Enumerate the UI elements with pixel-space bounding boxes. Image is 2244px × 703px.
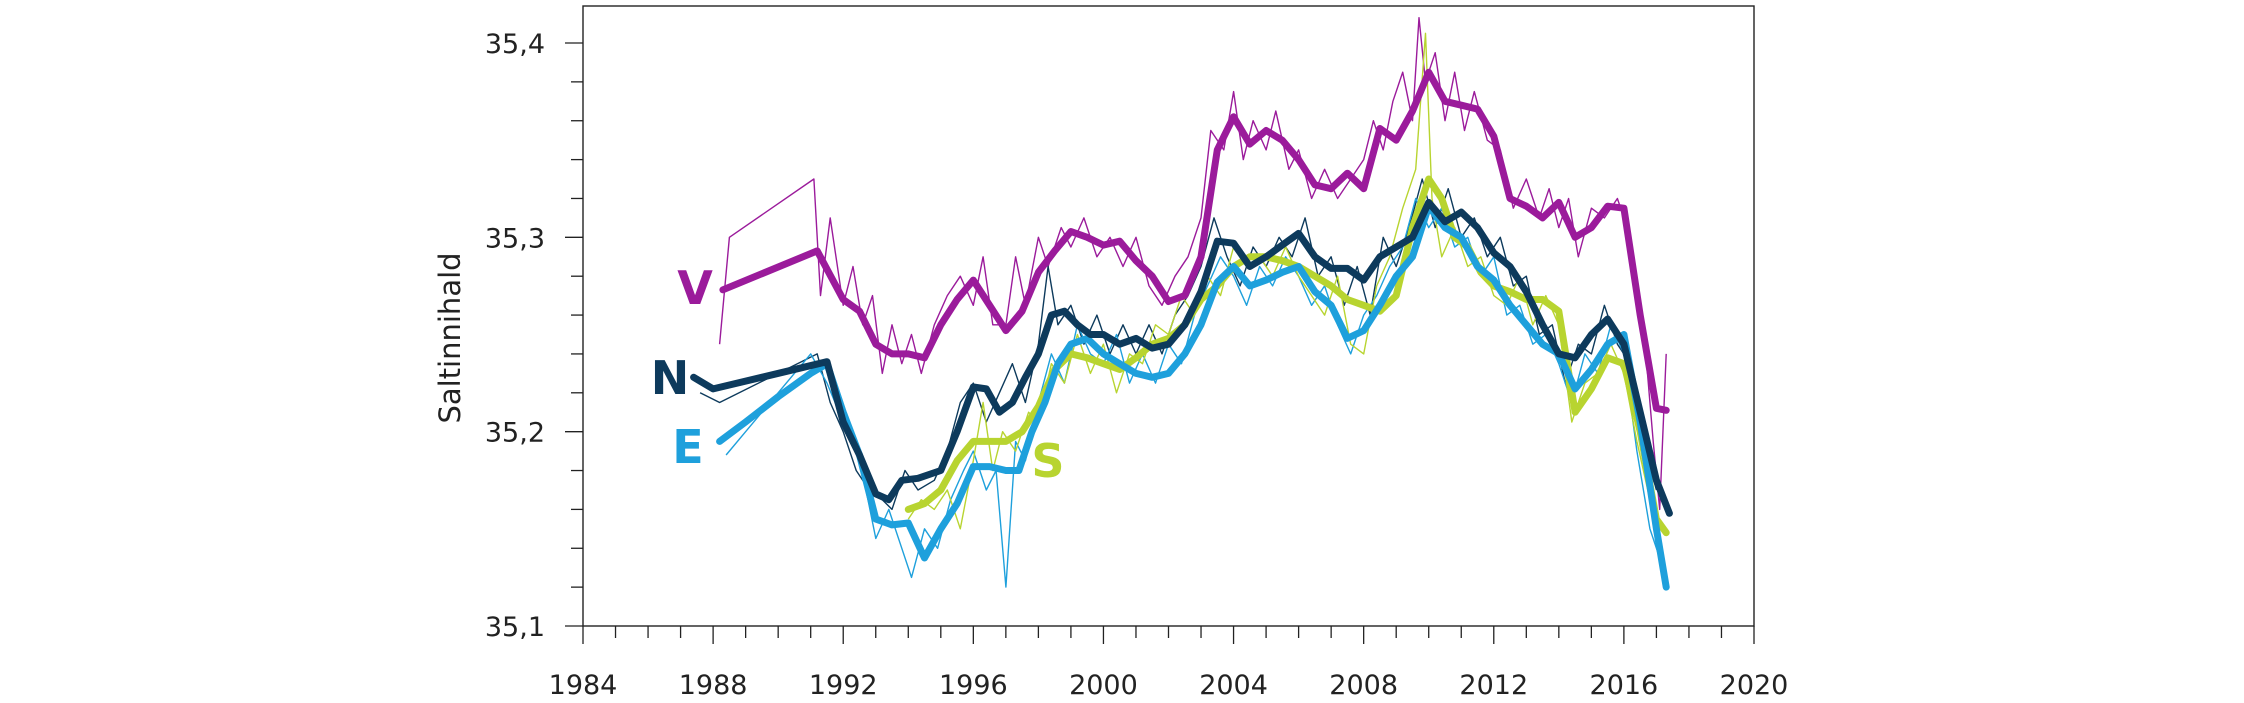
x-axis: 1984 1988 1992 1996 2000 2004 2008 2012 2016 2020 bbox=[549, 626, 1789, 701]
x-tick-label: 2004 bbox=[1199, 670, 1268, 699]
y-axis: 35,1 35,2 35,3 35,4 bbox=[485, 29, 583, 643]
x-tick-label: 2020 bbox=[1720, 670, 1789, 699]
x-tick-label: 1992 bbox=[809, 670, 878, 699]
series-label-v: V bbox=[677, 261, 713, 315]
plot-frame bbox=[582, 5, 1755, 627]
smooth-line-v bbox=[719, 68, 1670, 414]
smooth-line-e bbox=[716, 202, 1670, 591]
y-tick-label: 35,4 bbox=[485, 29, 545, 60]
raw-line-n bbox=[699, 178, 1658, 511]
x-tick-label: 2016 bbox=[1590, 670, 1659, 699]
y-tick-label: 35,3 bbox=[485, 223, 545, 254]
y-axis-label: Saltinnihald bbox=[433, 252, 467, 423]
raw-line-v bbox=[718, 17, 1667, 511]
series-label-s: S bbox=[1031, 434, 1064, 488]
x-tick-label: 1988 bbox=[679, 670, 748, 699]
x-tick-label: 1984 bbox=[549, 670, 618, 699]
series-label-e: E bbox=[672, 420, 703, 474]
x-tick-label: 2008 bbox=[1329, 670, 1398, 699]
y-tick-label: 35,2 bbox=[485, 418, 545, 449]
series-label-n: N bbox=[651, 351, 690, 405]
x-tick-label: 2012 bbox=[1459, 670, 1528, 699]
raw-line-e bbox=[725, 197, 1661, 588]
x-tick-label: 2000 bbox=[1069, 670, 1138, 699]
smooth-series-group bbox=[690, 68, 1673, 591]
x-tick-label: 1996 bbox=[939, 670, 1008, 699]
smooth-line-s bbox=[904, 175, 1670, 537]
smooth-line-n bbox=[690, 198, 1673, 517]
y-tick-label: 35,1 bbox=[485, 612, 545, 643]
series-labels-group: VNE S bbox=[651, 261, 1065, 488]
